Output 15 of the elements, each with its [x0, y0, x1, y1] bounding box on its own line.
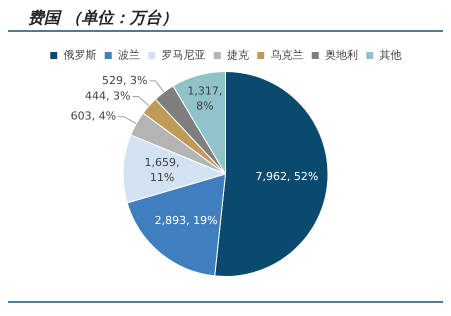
- data-label: 444, 3%: [85, 89, 130, 102]
- chart-title: 费国 （单位：万台）: [27, 8, 179, 28]
- legend-label: 俄罗斯: [63, 48, 96, 62]
- data-label: 1,317, 8%: [187, 84, 222, 112]
- legend-label: 奥地利: [324, 48, 358, 62]
- legend-label: 捷克: [226, 48, 249, 62]
- data-label: 603, 4%: [70, 110, 116, 123]
- data-label: 7,962, 52%: [255, 170, 318, 184]
- legend-label: 波兰: [118, 48, 140, 62]
- legend-label: 罗马尼亚: [161, 48, 206, 62]
- data-label: 1,659, 11%: [144, 156, 180, 184]
- data-label: 2,893, 19%: [154, 214, 218, 228]
- legend-label: 其他: [379, 48, 402, 62]
- legend-label: 乌克兰: [270, 48, 304, 62]
- data-label: 529, 3%: [102, 74, 148, 87]
